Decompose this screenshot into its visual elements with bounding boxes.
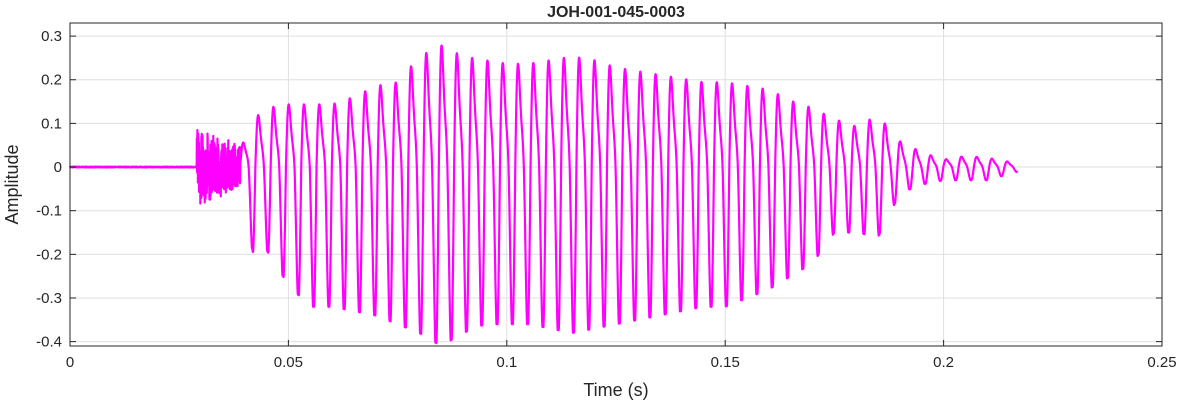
y-tick-label: 0 [54,159,62,176]
chart-title: JOH-001-045-0003 [547,4,685,21]
y-tick-label: 0.3 [41,28,62,45]
x-tick-label: 0 [66,354,74,371]
x-tick-label: 0.05 [274,354,303,371]
axis-ticks: 0 0.05 0.1 0.15 0.2 0.25 -0.4 -0.3 -0.2 -0.1 0 0.1 0… [36,23,1177,371]
x-tick-label: 0.2 [933,354,954,371]
x-tick-label: 0.1 [496,354,517,371]
x-axis-label: Time (s) [583,380,648,400]
y-tick-label: -0.3 [36,290,62,307]
x-tick-label: 0.25 [1147,354,1176,371]
axes-box [69,22,1163,347]
plot-area [68,44,1019,345]
y-tick-label: 0.2 [41,72,62,89]
y-tick-label: -0.1 [36,203,62,220]
y-tick-label: -0.4 [36,334,62,351]
y-tick-label: 0.1 [41,115,62,132]
y-axis-label: Amplitude [2,144,22,224]
y-tick-label: -0.2 [36,246,62,263]
x-tick-label: 0.15 [711,354,740,371]
waveform-line [68,44,1019,345]
